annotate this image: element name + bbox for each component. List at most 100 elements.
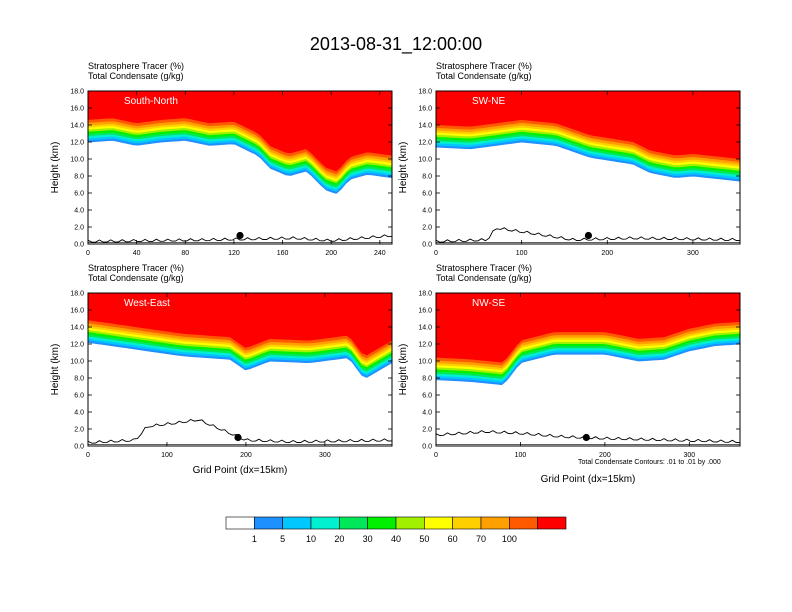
panel-line2: Total Condensate (g/kg) — [436, 273, 532, 283]
y-tick-label: 16.0 — [70, 106, 84, 113]
panel-line1: Stratosphere Tracer (%) — [88, 61, 184, 71]
colorbar: 1 5 10 20 30 40 50 60 70 100 — [225, 516, 567, 544]
panel-line2: Total Condensate (g/kg) — [436, 71, 532, 81]
panel-label: South-North — [124, 96, 178, 107]
plot-frame — [87, 292, 393, 447]
y-tick-label: 6.0 — [422, 191, 432, 198]
y-tick-label: 18.0 — [70, 291, 84, 298]
y-tick-label: 16.0 — [418, 106, 432, 113]
colorbar-swatch-10 — [480, 516, 510, 530]
y-tick-label: 6.0 — [422, 393, 432, 400]
y-tick-label: 8.0 — [74, 174, 84, 181]
x-tick-label: 0 — [434, 452, 438, 459]
panel-line2: Total Condensate (g/kg) — [88, 273, 184, 283]
x-tick-label: 0 — [86, 250, 90, 257]
plot-frame — [435, 90, 741, 245]
y-tick-label: 12.0 — [418, 342, 432, 349]
y-tick-label: 4.0 — [422, 208, 432, 215]
colorbar-swatch-3 — [282, 516, 312, 530]
tracer-band-1 — [88, 91, 392, 172]
x-tick-label: 120 — [228, 250, 240, 257]
panel-label: NW-SE — [472, 298, 505, 309]
panel-line1: Stratosphere Tracer (%) — [88, 263, 184, 273]
y-tick-label: 0.0 — [74, 242, 84, 249]
y-tick-label: 4.0 — [422, 410, 432, 417]
y-tick-label: 12.0 — [418, 140, 432, 147]
y-tick-label: 0.0 — [422, 242, 432, 249]
panel-line2: Total Condensate (g/kg) — [88, 71, 184, 81]
colorbar-swatch-11 — [509, 516, 538, 530]
colorbar-swatch-12 — [537, 516, 567, 530]
tracer-band-1 — [88, 293, 392, 356]
colorbar-swatch-9 — [452, 516, 482, 530]
panel-line1: Stratosphere Tracer (%) — [436, 263, 532, 273]
x-tick-label: 200 — [599, 452, 611, 459]
colorbar-label: 60 — [448, 534, 458, 544]
y-tick-label: 0.0 — [422, 444, 432, 451]
panel-label: West-East — [124, 298, 170, 309]
y-tick-label: 14.0 — [70, 123, 84, 130]
y-tick-label: 0.0 — [74, 444, 84, 451]
condensate-contour — [88, 234, 392, 243]
x-tick-label: 300 — [683, 452, 695, 459]
y-tick-label: 4.0 — [74, 410, 84, 417]
y-tick-label: 10.0 — [70, 157, 84, 164]
x-axis-label: Grid Point (dx=15km) — [541, 474, 636, 485]
x-tick-label: 240 — [374, 250, 386, 257]
condensate-contour — [436, 227, 740, 243]
y-tick-label: 18.0 — [418, 291, 432, 298]
colorbar-label: 40 — [391, 534, 401, 544]
colorbar-label: 10 — [306, 534, 316, 544]
x-tick-label: 100 — [515, 452, 527, 459]
x-tick-label: 300 — [687, 250, 699, 257]
y-tick-label: 16.0 — [418, 308, 432, 315]
panel-label: SW-NE — [472, 96, 505, 107]
x-tick-label: 80 — [181, 250, 189, 257]
y-tick-label: 2.0 — [422, 427, 432, 434]
location-marker — [582, 433, 590, 442]
colorbar-swatch-7 — [395, 516, 425, 530]
x-tick-label: 200 — [325, 250, 337, 257]
y-tick-label: 14.0 — [70, 325, 84, 332]
colorbar-label: 5 — [280, 534, 285, 544]
y-tick-label: 4.0 — [74, 208, 84, 215]
colorbar-swatch-2 — [254, 516, 283, 530]
y-tick-label: 14.0 — [418, 325, 432, 332]
x-tick-label: 40 — [133, 250, 141, 257]
tracer-band-1 — [436, 293, 740, 363]
colorbar-swatch-4 — [310, 516, 340, 530]
colorbar-label: 70 — [476, 534, 486, 544]
x-tick-label: 100 — [161, 452, 173, 459]
figure-title: 2013-08-31_12:00:00 — [310, 34, 482, 55]
plot-area — [436, 293, 740, 446]
y-tick-label: 12.0 — [70, 140, 84, 147]
y-tick-label: 14.0 — [418, 123, 432, 130]
y-tick-label: 10.0 — [70, 359, 84, 366]
colorbar-label: 1 — [252, 534, 257, 544]
colorbar-swatch-1 — [225, 516, 255, 530]
plot-frame — [87, 90, 393, 245]
y-tick-label: 16.0 — [70, 308, 84, 315]
y-tick-label: 6.0 — [74, 191, 84, 198]
y-axis-label: Height (km) — [50, 344, 61, 396]
y-axis-label: Height (km) — [50, 142, 61, 194]
panel-4: 0.0 2.0 4.0 6.0 8.0 10.0 12.0 14.0 16.0 18.0 0 100 2… — [398, 263, 741, 485]
colorbar-label: 50 — [419, 534, 429, 544]
x-tick-label: 100 — [516, 250, 528, 257]
plot-area — [88, 293, 392, 446]
colorbar-label: 20 — [334, 534, 344, 544]
plot-area — [88, 91, 392, 244]
y-tick-label: 2.0 — [422, 225, 432, 232]
colorbar-swatch-6 — [367, 516, 397, 530]
location-marker — [236, 231, 244, 240]
panel-line1: Stratosphere Tracer (%) — [436, 61, 532, 71]
panel-3: 0.0 2.0 4.0 6.0 8.0 10.0 12.0 14.0 16.0 18.0 0 100 2… — [50, 263, 393, 476]
y-axis-label: Height (km) — [398, 344, 409, 396]
y-tick-label: 2.0 — [74, 225, 84, 232]
colorbar-swatch-8 — [424, 516, 453, 530]
y-tick-label: 8.0 — [74, 376, 84, 383]
x-tick-label: 200 — [240, 452, 252, 459]
panel-2: 0.0 2.0 4.0 6.0 8.0 10.0 12.0 14.0 16.0 18.0 0 100 2… — [398, 61, 741, 257]
x-tick-label: 0 — [86, 452, 90, 459]
